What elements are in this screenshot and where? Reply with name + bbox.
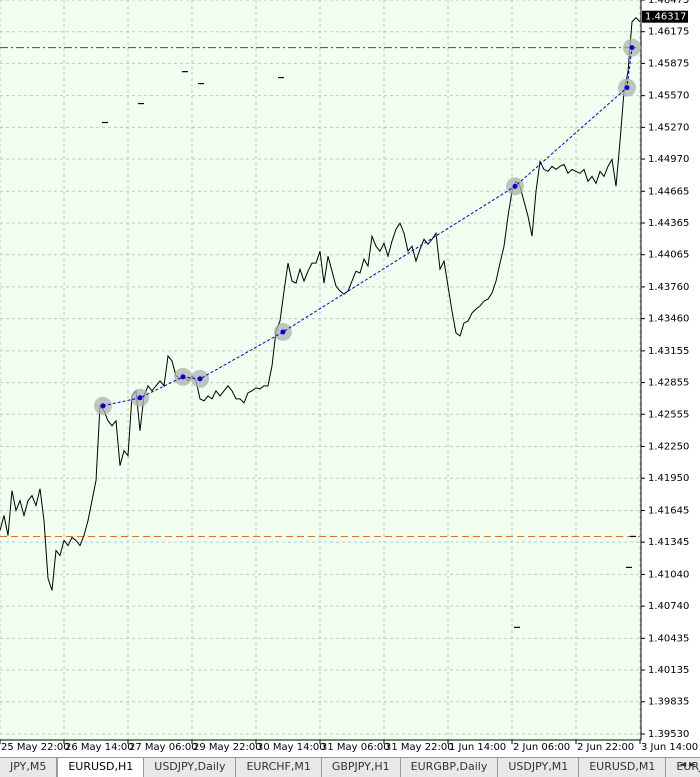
trade-line — [102, 47, 633, 407]
trade-point — [180, 374, 186, 380]
y-tick-label: 1.44365 — [648, 218, 689, 229]
x-tick-label: 1 Jun 14:00 — [449, 742, 506, 753]
y-tick-label: 1.39530 — [648, 729, 689, 740]
trade-point — [629, 45, 635, 51]
trade-point — [280, 329, 286, 335]
x-tick-label: 3 Jun 14:00 — [641, 742, 698, 753]
tab[interactable]: JPY,M5 — [0, 758, 58, 777]
tab-bar: JPY,M5 EURUSD,H1 USDJPY,Daily EURCHF,M1 GBPJ… — [0, 757, 700, 777]
y-tick-label: 1.40135 — [648, 665, 689, 676]
y-tick-label: 1.44065 — [648, 250, 689, 261]
plot-background — [0, 0, 641, 740]
y-tick-label: 1.42855 — [648, 378, 689, 389]
y-tick-label: 1.45270 — [648, 122, 689, 133]
x-tick-label: 27 May 06:00 — [129, 742, 198, 753]
x-tick-label: 29 May 22:00 — [193, 742, 262, 753]
tab[interactable]: USDJPY,Daily — [144, 758, 237, 777]
y-tick-label: 1.46475 — [648, 0, 689, 6]
y-tick-label: 1.42555 — [648, 409, 689, 420]
x-tick-label: 31 May 06:00 — [321, 742, 390, 753]
x-tick-label: 25 May 22:00 — [1, 742, 70, 753]
y-tick-label: 1.41040 — [648, 569, 689, 580]
y-tick-label: 1.43155 — [648, 346, 689, 357]
trade-point — [197, 376, 203, 382]
tab[interactable]: USDJPY,M1 — [498, 758, 580, 777]
tab-scroll[interactable]: ◄ ► — [679, 760, 696, 770]
x-tick-label: 2 Jun 06:00 — [513, 742, 570, 753]
y-tick-label: 1.40740 — [648, 601, 689, 612]
trade-point — [624, 85, 630, 91]
y-tick-label: 1.44665 — [648, 186, 689, 197]
y-tick-label: 1.41345 — [648, 537, 689, 548]
trade-point — [512, 183, 518, 189]
x-tick-label: 31 May 22:00 — [385, 742, 454, 753]
y-tick-label: 1.42250 — [648, 442, 689, 453]
price-line — [0, 17, 641, 591]
current-price-label: 1.46317 — [645, 12, 686, 23]
y-tick-label: 1.41950 — [648, 473, 689, 484]
y-tick-label: 1.41645 — [648, 505, 689, 516]
y-tick-label: 1.40435 — [648, 633, 689, 644]
y-tick-label: 1.44970 — [648, 154, 689, 165]
x-tick-label: 2 Jun 22:00 — [577, 742, 634, 753]
y-tick-label: 1.45875 — [648, 58, 689, 69]
y-tick-label: 1.46175 — [648, 27, 689, 38]
tab[interactable]: GBPJPY,H1 — [322, 758, 401, 777]
y-tick-label: 1.43460 — [648, 314, 689, 325]
trade-point — [100, 403, 106, 409]
trade-point — [137, 395, 143, 401]
tab[interactable]: EURGBP,Daily — [401, 758, 499, 777]
y-tick-label: 1.39835 — [648, 697, 689, 708]
tab[interactable]: EURJPY, — [666, 758, 700, 777]
tab[interactable]: EURUSD,M1 — [579, 758, 667, 777]
tab[interactable]: EURUSD,H1 — [57, 758, 145, 777]
current-price-box — [642, 10, 688, 23]
x-tick-label: 26 May 14:00 — [65, 742, 134, 753]
x-tick-label: 30 May 14:00 — [257, 742, 326, 753]
chart: 1.46475 1.46175 1.45875 1.45570 1.45270 1.449… — [0, 0, 698, 753]
y-tick-label: 1.43760 — [648, 282, 689, 293]
y-tick-label: 1.45570 — [648, 91, 689, 102]
tab[interactable]: EURCHF,M1 — [236, 758, 322, 777]
